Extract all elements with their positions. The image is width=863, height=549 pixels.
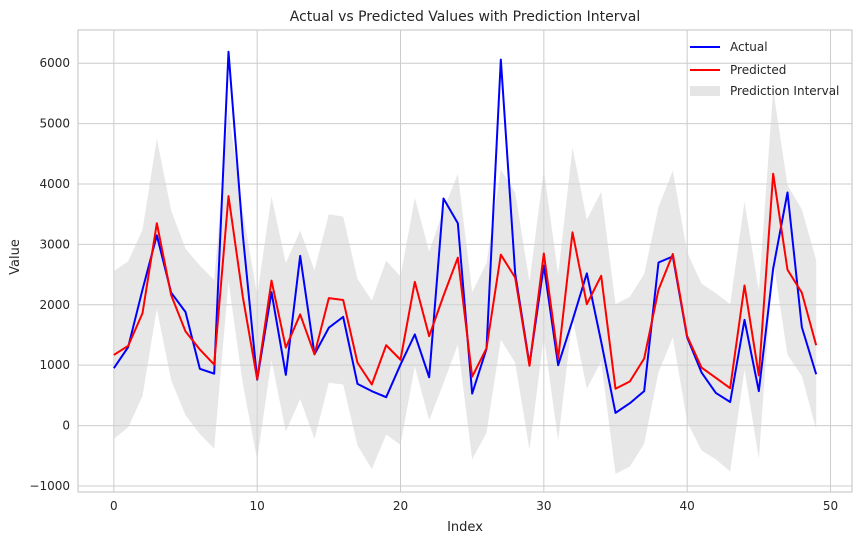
legend-label-interval: Prediction Interval bbox=[730, 84, 839, 98]
y-tick-label-4: 3000 bbox=[39, 237, 70, 251]
plot-frame bbox=[77, 29, 853, 493]
x-tick-label-0: 0 bbox=[110, 499, 118, 513]
x-tick-label-2: 20 bbox=[393, 499, 408, 513]
y-axis-label: Value bbox=[8, 239, 23, 275]
x-tick-label-4: 40 bbox=[680, 499, 695, 513]
x-tick-label-1: 10 bbox=[250, 499, 265, 513]
series-line-actual bbox=[113, 50, 818, 414]
y-tick-label-7: 6000 bbox=[39, 56, 70, 70]
prediction-interval-area bbox=[113, 89, 817, 474]
tick-labels: 0 10 20 30 40 50 −1000 0 1000 2000 3000 4000 5000 600… bbox=[29, 56, 838, 513]
chart-title: Actual vs Predicted Values with Predicti… bbox=[290, 9, 640, 25]
series-line-predicted bbox=[113, 172, 818, 390]
plot-border bbox=[77, 29, 853, 493]
y-tick-label-0: −1000 bbox=[29, 479, 70, 493]
x-tick-label-3: 30 bbox=[536, 499, 551, 513]
legend-label-predicted: Predicted bbox=[730, 63, 786, 77]
x-tick-label-5: 50 bbox=[823, 499, 838, 513]
legend-label-actual: Actual bbox=[730, 40, 768, 54]
legend: Actual Predicted Prediction Interval bbox=[690, 40, 839, 98]
x-axis-label: Index bbox=[447, 520, 483, 535]
y-tick-label-5: 4000 bbox=[39, 177, 70, 191]
legend-swatch-interval bbox=[690, 86, 720, 96]
y-tick-label-6: 5000 bbox=[39, 117, 70, 131]
prediction-interval-band bbox=[113, 89, 817, 474]
series-lines bbox=[113, 50, 818, 414]
y-tick-label-1: 0 bbox=[62, 419, 70, 433]
y-tick-label-2: 1000 bbox=[39, 358, 70, 372]
y-tick-label-3: 2000 bbox=[39, 298, 70, 312]
